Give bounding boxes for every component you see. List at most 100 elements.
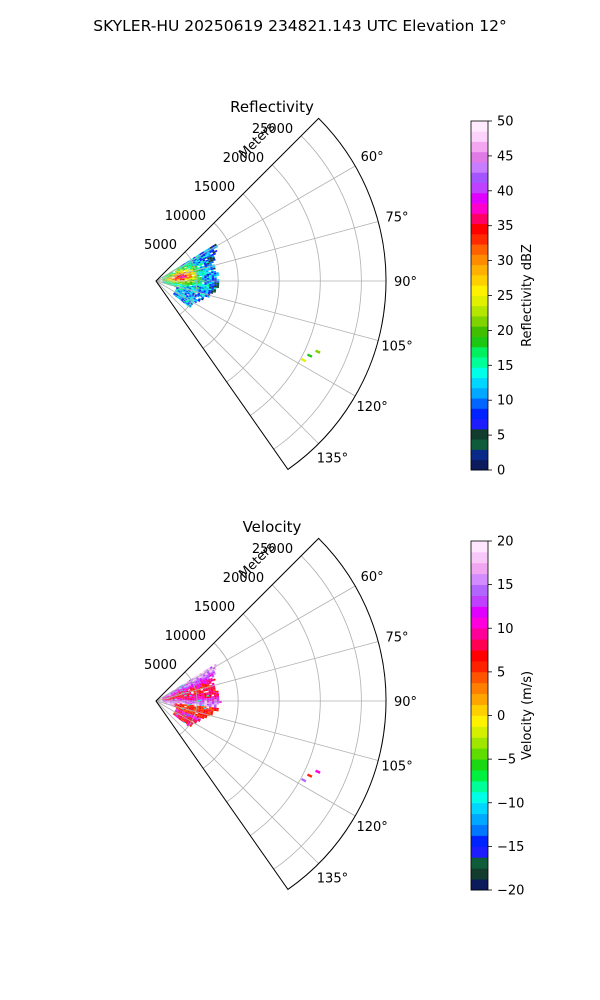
vel-echo-cell [210,689,214,692]
vel-echo-cell [215,690,219,693]
refl-colorbar-tick-label: 35 [497,219,514,234]
vel-echo-cell [170,692,174,694]
refl-echo-cell [162,279,165,280]
refl-echo-cell [195,298,199,301]
vel-echo-cell [201,696,205,699]
refl-echo-cell [209,274,212,277]
vel-echo-cell [167,702,170,704]
vel-echo-cell [191,708,194,710]
vel-echo-cell [169,700,173,701]
vel-echo-cell [194,698,198,700]
refl-echo-cell [172,282,175,284]
refl-echo-cell [172,293,176,296]
vel-echo-cell [205,687,209,690]
refl-echo-cell [190,290,194,293]
refl-echo-cell [169,275,172,277]
vel-echo-cell [174,698,178,700]
refl-echo-cell [175,294,178,297]
vel-echo-cell [204,696,207,699]
vel-echo-cell [183,707,187,709]
vel-colorbar-tick-label: 15 [497,578,514,593]
vel-echo-cell [183,719,187,722]
vel-echo-cell [196,705,200,708]
vel-echo-cell [202,714,205,717]
vel-echo-cell [192,687,196,690]
vel-echo-cell [191,705,195,707]
refl-echo-cell [203,286,207,289]
refl-echo-cell [214,279,217,281]
vel-echo-cell [201,698,205,700]
vel-echo-cell [196,697,200,699]
vel-echo-cell [213,705,217,708]
vel-echo-cell [172,690,175,693]
refl-colorbar-step [471,162,488,173]
vel-echo-cell [195,681,199,684]
vel-echo-cell [181,705,185,707]
refl-echo-cell [201,276,205,279]
vel-echo-cell [174,706,177,708]
refl-echo-cell [199,265,203,268]
vel-colorbar-tick-label: 5 [497,665,505,680]
refl-echo-cell [184,283,188,285]
vel-echo-cell [162,701,165,703]
refl-echo-cell [184,277,188,279]
vel-colorbar-step [471,606,488,618]
vel-echo-cell [189,702,193,705]
vel-echo-cell [213,668,217,671]
vel-echo-cell [212,670,216,674]
vel-echo-cell [173,693,177,696]
vel-echo-cell [177,697,180,699]
refl-echo-cell [187,262,191,265]
vel-echo-cell [201,716,205,720]
vel-echo-cell [182,711,185,714]
vel-echo-cell [162,701,165,703]
vel-echo-cell [211,669,215,673]
refl-echo-cell [182,276,185,279]
refl-echo-cell [204,285,207,287]
refl-echo-cell [176,287,179,289]
refl-echo-cell [177,279,180,281]
refl-echo-cell [175,288,179,290]
vel-echo-cell [203,707,207,710]
refl-echo-cell [180,270,184,273]
refl-echo-cell [208,291,211,294]
refl-echo-cell [179,284,183,286]
refl-echo-cell [207,267,211,270]
vel-echo-cell [174,689,178,692]
vel-echo-cell [184,721,188,725]
vel-azimuth-tick-label: 120° [356,820,387,835]
vel-colorbar-step [471,824,488,836]
vel-echo-cell [210,686,213,689]
refl-echo-cell [191,286,195,288]
refl-echo-cell [206,288,209,290]
vel-echo-cell [181,706,185,708]
vel-echo-cell [205,710,209,713]
vel-echo-cell [197,698,200,700]
refl-echo-cell [194,300,197,304]
vel-echo-cell [184,681,188,684]
refl-echo-cell [183,264,186,267]
vel-echo-cell [186,695,190,697]
refl-echo-cell [187,283,190,285]
vel-echo-cell [205,674,209,677]
refl-echo-cell [187,292,191,294]
vel-echo-cell [180,718,184,722]
vel-echo-cell [172,713,176,716]
vel-echo-cell [177,710,181,712]
refl-echo-cell [164,282,168,283]
vel-echo-cell [192,713,195,716]
vel-echo-cell [197,702,200,704]
refl-colorbar-step [471,428,488,440]
vel-echo-cell [179,716,183,719]
vel-echo-cell [200,681,204,684]
refl-echo-cell [182,296,186,299]
vel-echo-cell [175,708,179,711]
vel-echo-cell [187,701,190,703]
vel-echo-cell [180,711,183,713]
refl-echo-cell [203,262,207,265]
refl-echo-cell [175,271,179,273]
refl-colorbar-tick-label: 45 [497,149,514,164]
vel-echo-cell [181,706,185,709]
vel-echo-cell [208,691,212,694]
refl-echo-cell [205,289,209,292]
